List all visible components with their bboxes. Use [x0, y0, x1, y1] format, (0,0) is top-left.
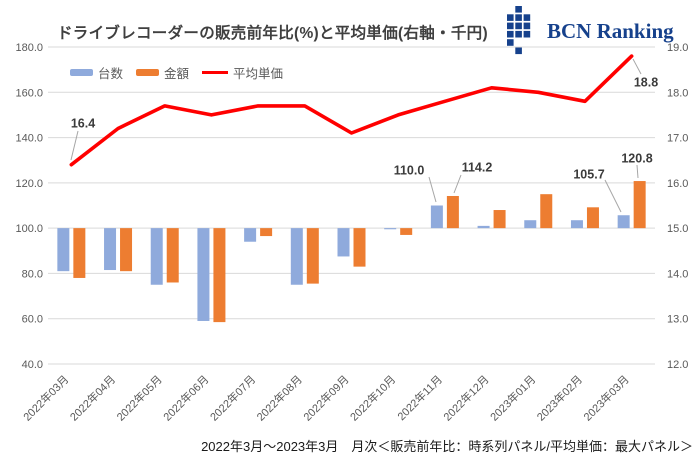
y-axis-label-right: 14.0 — [667, 268, 688, 280]
y-axis-label-left: 180.0 — [15, 42, 43, 54]
logo-square — [507, 30, 514, 38]
y-axis-label-left: 80.0 — [22, 268, 43, 280]
legend-bar-swatch — [136, 69, 160, 76]
bar-units-8 — [430, 205, 443, 229]
bar-value-10 — [540, 194, 553, 229]
y-axis-label-right: 17.0 — [667, 133, 688, 145]
data-label: 16.4 — [71, 117, 95, 131]
leader-line — [428, 176, 437, 203]
x-axis-label: 2023年03月 — [580, 372, 631, 423]
bar-value-6 — [353, 228, 366, 267]
bcn-logo-icon — [507, 6, 531, 55]
bar-value-1 — [120, 228, 133, 272]
x-axis-label: 2023年02月 — [534, 372, 585, 423]
legend-label: 金額 — [164, 67, 190, 81]
x-axis-label: 2022年09月 — [300, 372, 351, 423]
data-label: 18.8 — [634, 76, 658, 90]
bar-value-12 — [633, 181, 646, 229]
leader-line — [453, 174, 462, 194]
legend-label: 台数 — [98, 67, 124, 81]
legend-item-0: 台数 — [70, 63, 123, 82]
logo-square — [515, 47, 522, 55]
leader-line — [604, 179, 622, 213]
y-axis-label-left: 40.0 — [22, 359, 43, 371]
x-axis-label: 2022年05月 — [113, 372, 164, 423]
x-axis-label: 2022年08月 — [254, 372, 305, 423]
y-axis-label-left: 60.0 — [22, 314, 43, 326]
bar-value-0 — [73, 228, 86, 278]
data-label: 120.8 — [621, 152, 652, 166]
logo-square — [515, 14, 522, 21]
data-label: 114.2 — [462, 161, 493, 175]
bar-units-3 — [197, 228, 210, 321]
y-axis-label-left: 140.0 — [15, 133, 43, 145]
y-axis-label-left: 120.0 — [15, 178, 43, 190]
legend-item-2: 平均単価 — [202, 63, 283, 82]
bar-value-7 — [400, 228, 413, 235]
logo-square — [523, 30, 531, 38]
bar-units-5 — [290, 228, 303, 285]
x-axis-label: 2022年12月 — [440, 372, 491, 423]
x-axis-label: 2023年01月 — [487, 372, 538, 423]
leader-line — [632, 58, 642, 75]
legend-line-swatch — [202, 70, 229, 75]
bar-value-9 — [493, 210, 506, 229]
bar-units-6 — [337, 228, 350, 257]
legend-bar-swatch — [70, 69, 93, 76]
x-axis-label: 2022年11月 — [394, 372, 445, 423]
leader-line — [636, 164, 639, 179]
x-axis-label: 2022年06月 — [160, 372, 211, 423]
chart-title: ドライブレコーダーの販売前年比(%)と平均単価(右軸・千円) — [57, 25, 488, 42]
logo-square — [507, 22, 514, 30]
brand-name: BCN Ranking — [547, 19, 674, 43]
bar-units-1 — [104, 228, 117, 271]
leader-line — [70, 130, 79, 161]
bar-units-4 — [244, 228, 257, 242]
x-axis-label: 2022年10月 — [347, 372, 398, 423]
x-axis-label: 2022年07月 — [207, 372, 258, 423]
bar-value-4 — [260, 228, 273, 237]
legend-item-1: 金額 — [136, 63, 189, 82]
y-axis-label-right: 12.0 — [667, 359, 688, 371]
data-label: 105.7 — [573, 168, 604, 182]
bar-value-11 — [586, 207, 599, 229]
bar-units-9 — [477, 225, 490, 229]
bar-value-5 — [306, 228, 319, 284]
footer-caption: 2022年3月〜2023年3月 月次＜販売前年比：時系列パネル/平均単価：最大パ… — [201, 439, 693, 454]
bar-units-11 — [570, 220, 583, 229]
bar-units-10 — [524, 220, 537, 229]
y-axis-label-right: 18.0 — [667, 87, 688, 99]
bar-value-8 — [446, 195, 459, 229]
bar-units-2 — [150, 228, 163, 285]
x-axis-label: 2022年04月 — [67, 372, 118, 423]
logo-square — [515, 30, 522, 38]
trend-line — [69, 54, 634, 167]
logo-square — [507, 39, 514, 46]
y-axis-label-right: 15.0 — [667, 223, 688, 235]
logo-square — [515, 22, 522, 30]
bar-value-2 — [166, 228, 179, 283]
y-axis-label-right: 13.0 — [667, 314, 688, 326]
logo-square — [515, 6, 522, 13]
logo-square — [523, 14, 531, 21]
legend: 台数 金額 平均単価 — [70, 63, 283, 82]
data-label: 110.0 — [394, 164, 425, 178]
logo-square — [523, 22, 531, 30]
y-axis-label-left: 100.0 — [15, 223, 43, 235]
bar-units-12 — [617, 215, 630, 229]
x-axis-label: 2022年03月 — [20, 372, 71, 423]
legend-label: 平均単価 — [233, 67, 284, 81]
y-axis-label-right: 19.0 — [667, 42, 688, 54]
bar-value-3 — [213, 228, 226, 323]
bar-units-7 — [384, 228, 397, 230]
bar-units-0 — [57, 228, 70, 272]
logo-square — [507, 14, 514, 21]
y-axis-label-right: 16.0 — [667, 178, 688, 190]
y-axis-label-left: 160.0 — [15, 87, 43, 99]
